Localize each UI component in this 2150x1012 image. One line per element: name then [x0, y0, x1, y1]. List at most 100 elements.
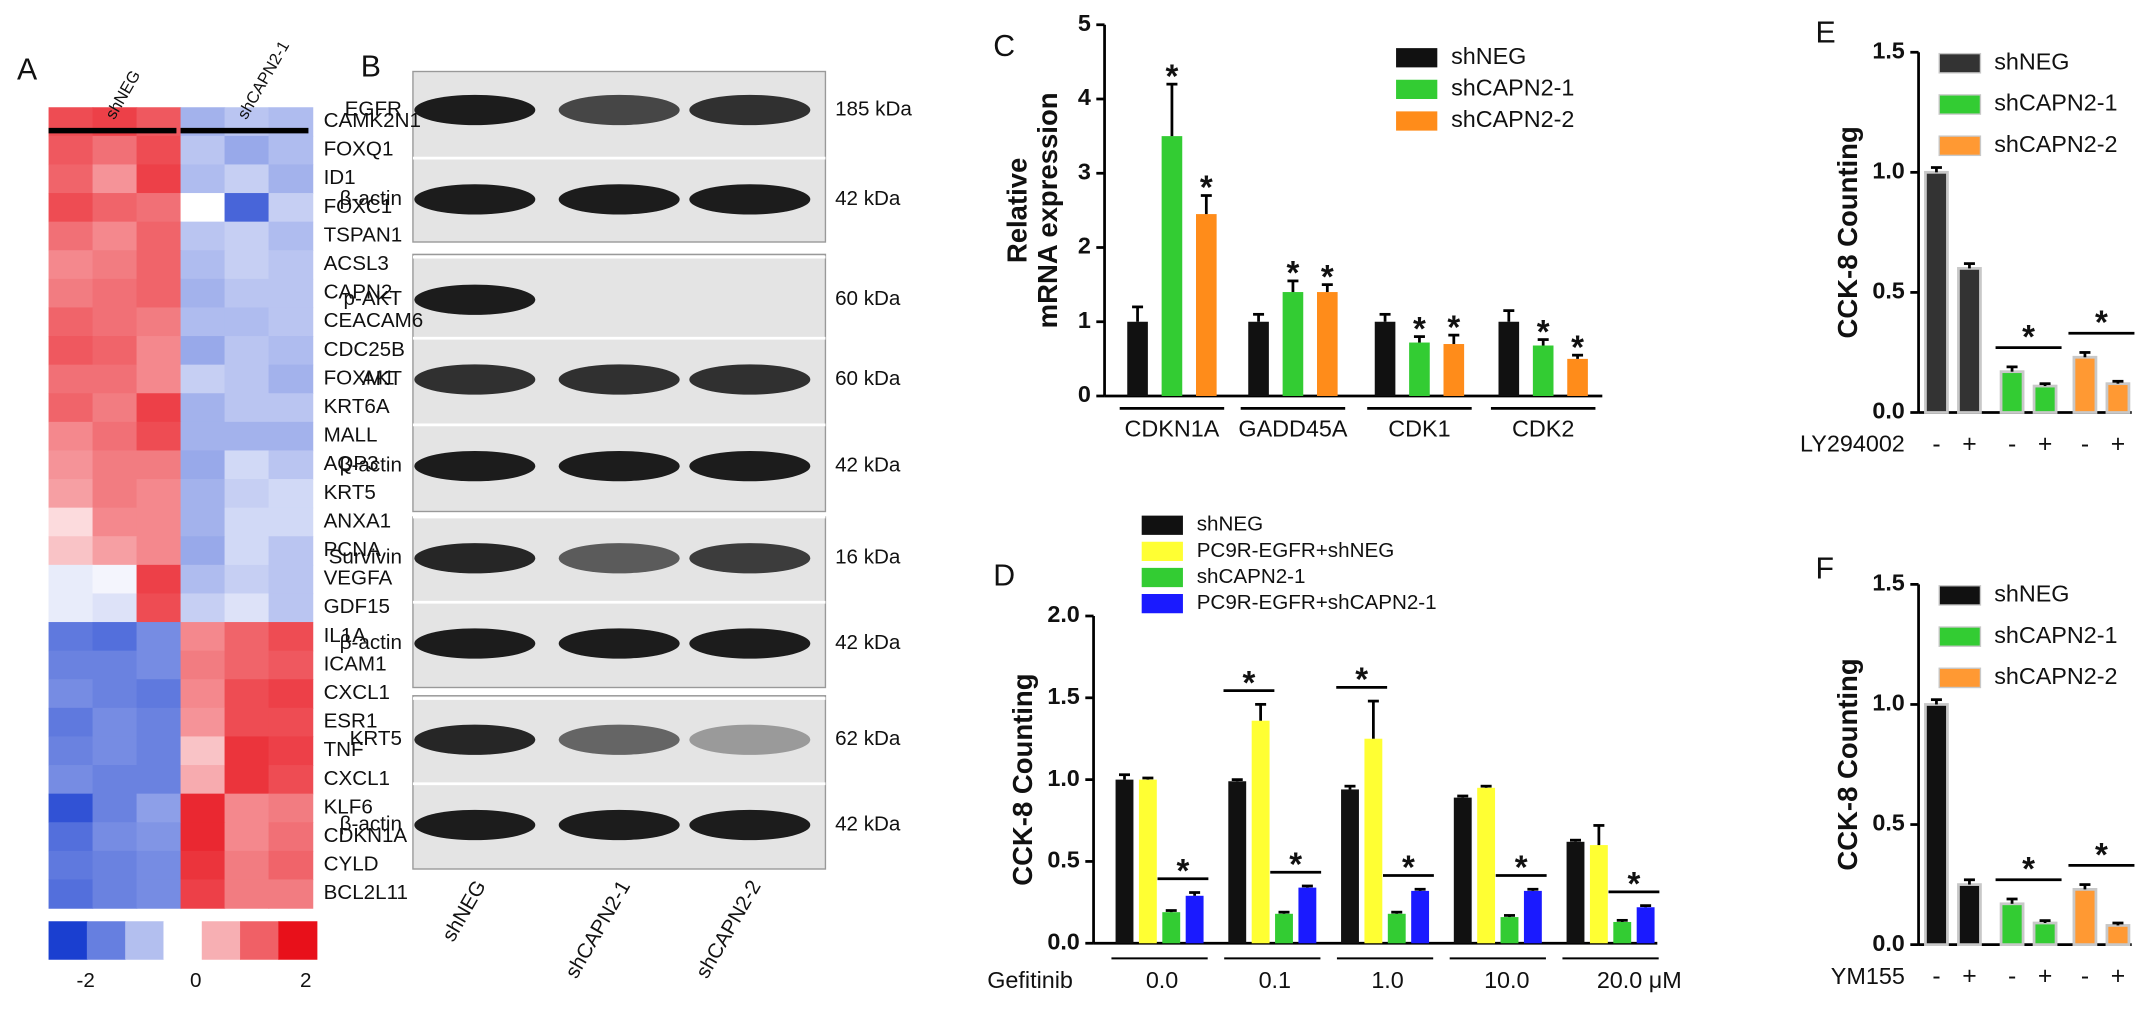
heatmap-cell: [180, 336, 226, 366]
legend-swatch: [1396, 111, 1438, 131]
heatmap-cell: [224, 879, 270, 909]
bar: [1387, 913, 1406, 944]
legend-swatch: [1938, 626, 1982, 647]
y-tick-label: 1.0: [1872, 158, 1904, 184]
heatmap-cell: [136, 278, 182, 309]
significance-label: *: [2022, 850, 2035, 887]
bar: [1999, 370, 2025, 414]
blot-band: [414, 284, 536, 315]
heatmap-cell: [268, 164, 314, 194]
legend-label: shCAPN2-2: [1451, 106, 1574, 132]
heatmap-cell: [224, 307, 270, 337]
x-tick-label: +: [2111, 963, 2125, 990]
heatmap-cell: [224, 765, 270, 795]
legend-label: shNEG: [1994, 581, 2069, 607]
gene-label: TSPAN1: [324, 223, 403, 246]
bar: [1999, 902, 2025, 946]
blot-band: [689, 628, 811, 659]
bar: [1567, 358, 1588, 396]
significance-label: *: [1447, 308, 1460, 345]
heatmap-cell: [224, 822, 270, 852]
x-axis-label: YM155: [1831, 963, 1905, 989]
y-tick-label: 2: [1078, 233, 1091, 259]
y-tick-label: 0.0: [1872, 398, 1904, 424]
bar: [2032, 384, 2058, 414]
heatmap-cell: [136, 421, 182, 452]
x-tick-label: -: [2008, 431, 2016, 458]
bar: [1298, 887, 1317, 944]
bar: [1138, 779, 1157, 944]
gene-label: CXCL1: [324, 681, 390, 704]
heatmap-cell: [92, 622, 138, 652]
bar: [1566, 841, 1585, 944]
significance-label: *: [1287, 254, 1300, 291]
heatmap-cell: [48, 822, 94, 852]
blot-band: [558, 809, 680, 841]
heatmap-cell: [48, 593, 94, 623]
heatmap-cell: [180, 707, 226, 738]
heatmap-cell: [136, 679, 182, 709]
gene-label: KLF6: [324, 795, 373, 818]
y-tick-label: 5: [1078, 10, 1091, 36]
heatmap-cell: [48, 336, 94, 366]
y-tick-label: 0.0: [1047, 928, 1079, 954]
blot-band: [558, 724, 680, 755]
blot-band: [414, 94, 536, 126]
significance-label: *: [1402, 849, 1415, 886]
blot-size: 42 kDa: [835, 187, 901, 210]
blot-band: [414, 628, 536, 659]
blot-band: [558, 451, 680, 482]
heatmap-cell: [48, 536, 94, 566]
y-tick-label: 1: [1078, 307, 1091, 333]
heatmap-cell: [180, 421, 226, 452]
x-tick-label: -: [2081, 431, 2089, 458]
blot-band: [558, 184, 680, 215]
heatmap-cell: [136, 221, 182, 251]
colorbar-swatch: [278, 921, 318, 960]
y-tick-label: 0: [1078, 381, 1091, 407]
heatmap-cell: [180, 393, 226, 423]
heatmap-cell: [268, 278, 314, 309]
heatmap-cell: [224, 736, 270, 766]
heatmap-cell: [180, 364, 226, 394]
gene-label: KRT6A: [324, 395, 390, 418]
heatmap-cell: [92, 250, 138, 280]
heatmap-cell: [92, 336, 138, 366]
heatmap-cell: [224, 450, 270, 480]
heatmap-cell: [224, 793, 270, 823]
heatmap-cell: [268, 193, 314, 223]
lane-label: shCAPN2-1: [561, 876, 635, 982]
blot-label: EGFR: [345, 97, 402, 120]
heatmap-cell: [48, 679, 94, 709]
heatmap-cell: [180, 479, 226, 509]
heatmap-cell: [136, 450, 182, 480]
y-axis-label: CCK-8 Counting: [1832, 658, 1863, 870]
heatmap-cell: [136, 307, 182, 337]
heatmap-cell: [136, 622, 182, 652]
bar: [1957, 267, 1982, 414]
gene-label: CEACAM6: [324, 309, 424, 332]
legend-label: PC9R-EGFR+shCAPN2-1: [1197, 591, 1437, 614]
heatmap-cell: [268, 850, 314, 881]
legend-label: shCAPN2-1: [1994, 90, 2117, 116]
blot-label: β-actin: [340, 812, 402, 835]
heatmap-cell: [224, 707, 270, 738]
gene-label: CYLD: [324, 853, 379, 876]
heatmap-cell: [180, 593, 226, 623]
panel-label: B: [361, 51, 381, 84]
heatmap-cell: [224, 421, 270, 452]
gene-label: ICAM1: [324, 652, 387, 675]
heatmap-cell: [92, 278, 138, 309]
y-axis-label: Relative: [1002, 158, 1033, 263]
bar: [1317, 292, 1338, 396]
significance-label: *: [1166, 57, 1179, 94]
gene-label: CDC25B: [324, 338, 405, 361]
heatmap-cell: [180, 250, 226, 280]
heatmap-cell: [48, 221, 94, 251]
bar: [1500, 917, 1519, 944]
significance-label: *: [2022, 318, 2035, 355]
heatmap-cell: [180, 879, 226, 909]
bar: [2072, 888, 2098, 946]
legend-swatch: [1938, 94, 1982, 115]
bar: [2105, 382, 2131, 414]
